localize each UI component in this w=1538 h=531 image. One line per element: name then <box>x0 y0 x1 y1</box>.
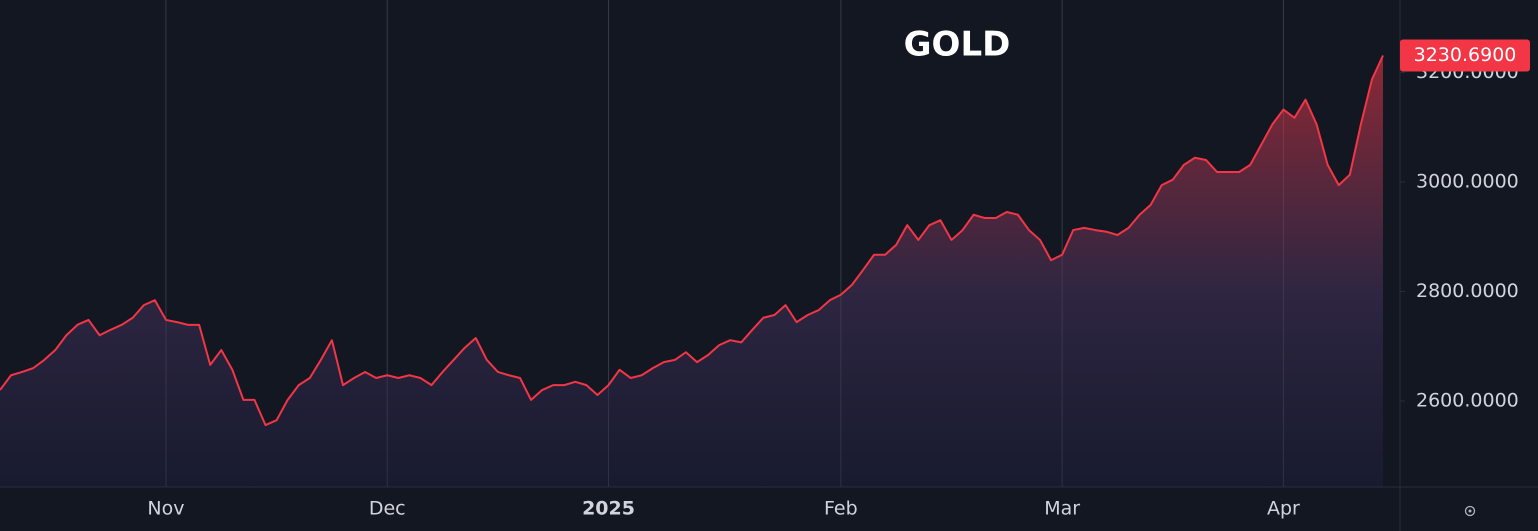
last-price-badge <box>1400 39 1530 72</box>
x-tick-label: Dec <box>369 498 406 520</box>
x-tick-label: 2025 <box>582 498 635 520</box>
area-fill <box>0 55 1383 487</box>
x-tick-label: Apr <box>1267 498 1300 520</box>
x-tick-label: Feb <box>824 498 858 520</box>
y-tick-label: 2800.0000 <box>1416 280 1519 302</box>
x-tick-label: Nov <box>147 498 184 520</box>
chart-title: GOLD <box>904 25 1011 65</box>
last-price-label: 3230.6900 <box>1414 44 1517 66</box>
y-tick-label: 2600.0000 <box>1416 389 1519 411</box>
settings-icon[interactable] <box>1464 505 1476 517</box>
settings-icon-dot <box>1468 509 1472 513</box>
y-tick-label: 3000.0000 <box>1416 170 1519 192</box>
price-line <box>0 55 1384 427</box>
x-tick-label: Mar <box>1044 498 1080 520</box>
